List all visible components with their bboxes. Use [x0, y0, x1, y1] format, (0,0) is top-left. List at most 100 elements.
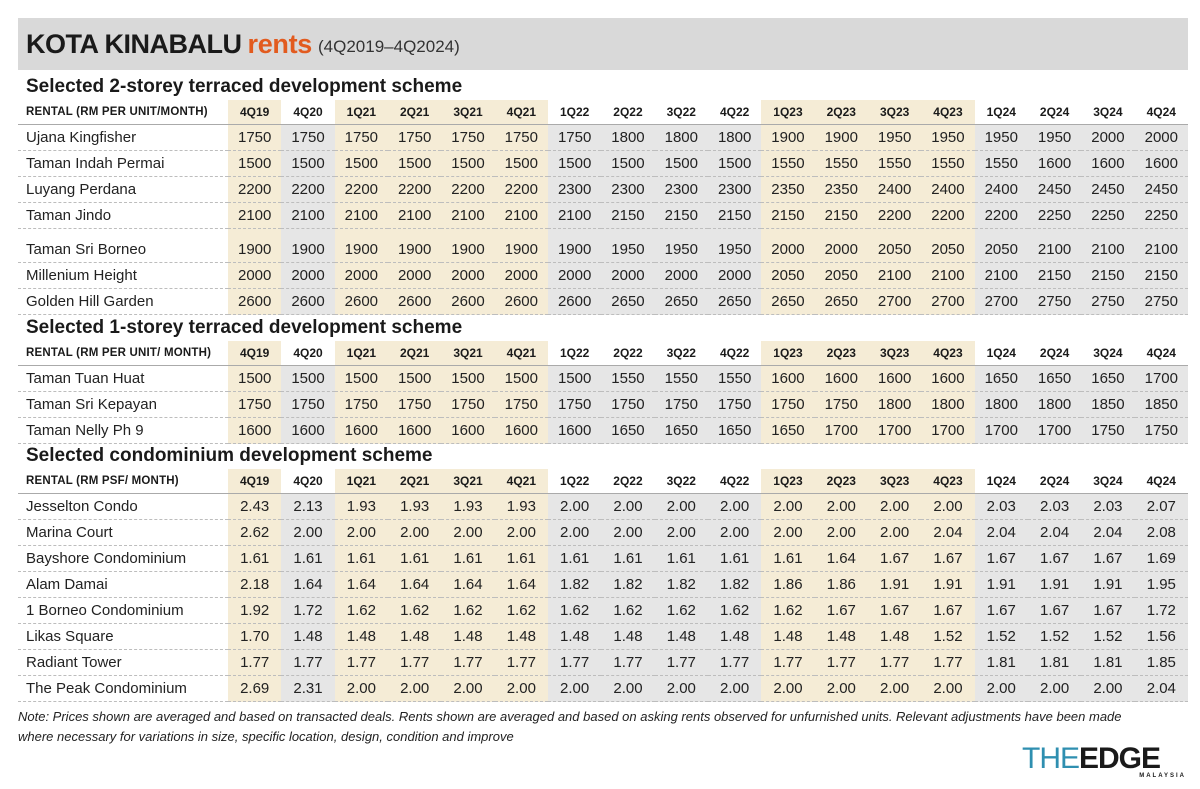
development-name: Taman Sri Borneo: [18, 237, 229, 263]
rent-value: 2.00: [388, 675, 442, 702]
rent-value: 1.67: [867, 597, 922, 624]
column-header-3q23: 3Q23: [867, 469, 922, 494]
rent-value: 1.48: [441, 623, 495, 650]
rent-value: 1.67: [1081, 597, 1135, 624]
table-row: Taman Sri Kepayan 1750 1750 1750 1750 1750 175…: [18, 391, 1188, 418]
rent-value: 1.82: [707, 571, 762, 598]
development-name: Ujana Kingfisher: [18, 124, 229, 151]
rent-value: 1800: [974, 391, 1028, 418]
rent-value: 1650: [761, 417, 815, 444]
rent-value: 1750: [547, 391, 602, 418]
rent-value: 1600: [761, 365, 815, 392]
table-row: Golden Hill Garden 2600 2600 2600 2600 2600 26…: [18, 288, 1188, 315]
rent-value: 1800: [654, 124, 708, 151]
rent-value: 2050: [761, 262, 815, 289]
rent-value: 2150: [654, 202, 708, 229]
development-name: Golden Hill Garden: [18, 288, 229, 315]
rent-value: 1.95: [1134, 571, 1188, 598]
column-header-1q24: 1Q24: [974, 469, 1028, 494]
rent-value: 2000: [228, 262, 282, 289]
rent-value: 2400: [867, 176, 922, 203]
rent-table: RENTAL (RM PER UNIT/ MONTH) 4Q19 4Q20 1Q21 2…: [18, 341, 1188, 444]
rent-value: 2350: [761, 176, 815, 203]
development-name: Taman Nelly Ph 9: [18, 417, 229, 444]
column-header-4q19: 4Q19: [228, 469, 282, 494]
rent-value: 1.77: [441, 649, 495, 676]
development-name: Luyang Perdana: [18, 176, 229, 203]
footnote: Note: Prices shown are averaged and base…: [18, 709, 1122, 744]
development-name: Taman Jindo: [18, 202, 229, 229]
rent-value: 2.00: [761, 493, 815, 520]
column-header-3q21: 3Q21: [441, 100, 495, 125]
rent-value: 2.00: [761, 675, 815, 702]
column-header-2q21: 2Q21: [388, 469, 442, 494]
rent-value: 2350: [814, 176, 868, 203]
rent-value: 1900: [547, 237, 602, 263]
rent-value: 2750: [1134, 288, 1188, 315]
rent-value: 1700: [921, 417, 975, 444]
rent-value: 2200: [281, 176, 335, 203]
rent-value: 2050: [867, 237, 922, 263]
column-header-3q24: 3Q24: [1081, 341, 1135, 366]
column-header-3q23: 3Q23: [867, 100, 922, 125]
column-header-1q21: 1Q21: [334, 100, 388, 125]
rent-value: 1700: [814, 417, 868, 444]
rent-value: 1950: [707, 237, 762, 263]
rent-value: 1.52: [1081, 623, 1135, 650]
rent-value: 1550: [761, 150, 815, 177]
rent-value: 1600: [921, 365, 975, 392]
development-name: Taman Tuan Huat: [18, 365, 229, 392]
table-row: Marina Court 2.62 2.00 2.00 2.00 2.00 2.00 2.00…: [18, 519, 1188, 546]
rent-value: 1750: [441, 124, 495, 151]
rent-value: 1.62: [761, 597, 815, 624]
column-header-2q24: 2Q24: [1027, 469, 1082, 494]
rent-value: 1.67: [814, 597, 868, 624]
rent-value: 2.04: [1134, 675, 1188, 702]
table-row: Jesselton Condo 2.43 2.13 1.93 1.93 1.93 1.93 2…: [18, 493, 1188, 520]
table-row: Alam Damai 2.18 1.64 1.64 1.64 1.64 1.64 1.82 1.…: [18, 571, 1188, 598]
rent-value: 2100: [547, 202, 602, 229]
rent-value: 1650: [707, 417, 762, 444]
rent-value: 1550: [921, 150, 975, 177]
rent-value: 1.67: [1027, 597, 1082, 624]
rent-value: 1500: [654, 150, 708, 177]
rent-value: 1.67: [867, 545, 922, 572]
rent-value: 2.00: [814, 675, 868, 702]
column-header-3q24: 3Q24: [1081, 469, 1135, 494]
rent-value: 1500: [228, 365, 282, 392]
development-name: Taman Sri Kepayan: [18, 391, 229, 418]
rent-value: 1.61: [654, 545, 708, 572]
rent-value: 2650: [707, 288, 762, 315]
rent-value: 2000: [814, 237, 868, 263]
rent-value: 1.77: [761, 649, 815, 676]
table-row: Millenium Height 2000 2000 2000 2000 2000 2000…: [18, 262, 1188, 289]
table-row: The Peak Condominium 2.69 2.31 2.00 2.00 2.00…: [18, 675, 1188, 702]
rent-value: 2.03: [1027, 493, 1082, 520]
rent-value: 2450: [1027, 176, 1082, 203]
column-header-4q20: 4Q20: [281, 341, 335, 366]
rent-value: 2000: [707, 262, 762, 289]
rent-value: 1.91: [921, 571, 975, 598]
rent-value: 2.03: [974, 493, 1028, 520]
page-title: KOTA KINABALU: [26, 28, 242, 59]
table-row: 1 Borneo Condominium 1.92 1.72 1.62 1.62 1.62…: [18, 597, 1188, 624]
development-name: Jesselton Condo: [18, 493, 229, 520]
rent-value: 1500: [334, 150, 388, 177]
rent-value: 2050: [814, 262, 868, 289]
rent-value: 1700: [974, 417, 1028, 444]
page-header: KOTA KINABALU rents (4Q2019–4Q2024): [18, 18, 1188, 70]
logo-edge: EDGE: [1079, 742, 1161, 775]
rent-value: 1500: [494, 365, 548, 392]
rent-value: 1.52: [1027, 623, 1082, 650]
table-header-row: RENTAL (RM PER UNIT/MONTH) 4Q19 4Q20 1Q21 2Q…: [18, 100, 1188, 125]
column-header-2q21: 2Q21: [388, 100, 442, 125]
rent-value: 1600: [1081, 150, 1135, 177]
column-header-1q24: 1Q24: [974, 100, 1028, 125]
rent-value: 1550: [814, 150, 868, 177]
rent-value: 2600: [547, 288, 602, 315]
rent-value: 1600: [1027, 150, 1082, 177]
table-header-row: RENTAL (RM PSF/ MONTH) 4Q19 4Q20 1Q21 2Q21 3Q…: [18, 469, 1188, 494]
rent-value: 1.61: [281, 545, 335, 572]
rent-value: 1500: [601, 150, 655, 177]
rent-value: 2.04: [1081, 519, 1135, 546]
